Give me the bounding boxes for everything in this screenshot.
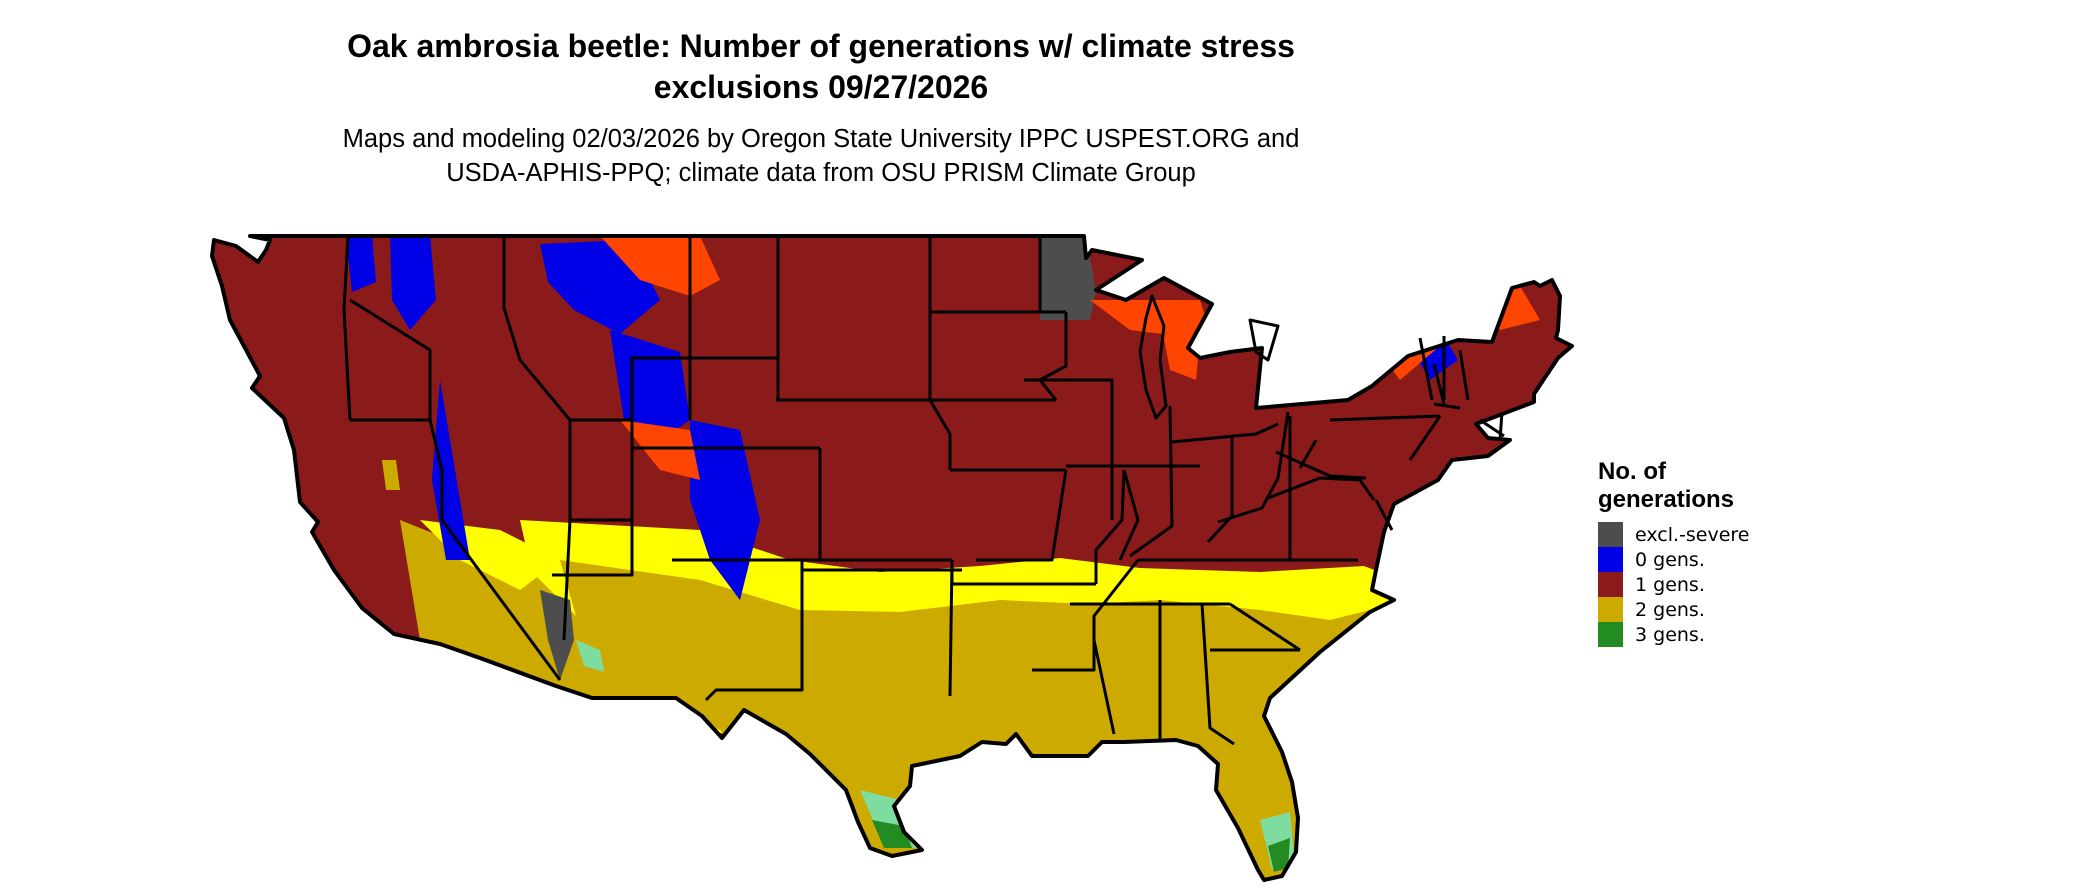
map-subtitle-line-1: Maps and modeling 02/03/2026 by Oregon S…: [342, 125, 1300, 153]
state-borders: [210, 234, 1574, 882]
three-gen-margin-zone-arizona: [576, 640, 604, 672]
map-subtitle-line-2: USDA-APHIS-PPQ; climate data from OSU PR…: [446, 159, 1196, 187]
legend-label: 1 gens.: [1635, 573, 1705, 596]
legend-item-excluded: excl.-severe: [1598, 522, 1818, 547]
legend-swatch: [1598, 572, 1623, 597]
great-lakes-outline: [1138, 294, 1280, 420]
zero-gen-zone-olympic: [346, 236, 376, 292]
legend-items: excl.-severe 0 gens. 1 gens. 2 gens. 3 g…: [1598, 522, 1818, 647]
legend-swatch: [1598, 597, 1623, 622]
two-gen-zone: [560, 560, 1380, 880]
map-legend: No. of generations excl.-severe 0 gens. …: [1598, 458, 1818, 647]
map-subtitle: Maps and modeling 02/03/2026 by Oregon S…: [0, 122, 1642, 190]
legend-swatch: [1598, 622, 1623, 647]
legend-label: 3 gens.: [1635, 623, 1705, 646]
legend-label: 2 gens.: [1635, 598, 1705, 621]
legend-swatch: [1598, 522, 1623, 547]
map-fill: [212, 236, 1572, 880]
legend-item-zero-gens: 0 gens.: [1598, 547, 1818, 572]
one-gen-margin-zone-wyoming: [620, 420, 700, 480]
legend-title: No. of generations: [1598, 458, 1735, 513]
legend-item-three-gens: 3 gens.: [1598, 622, 1818, 647]
one-gen-margin-zone-north-michigan: [1160, 318, 1200, 380]
legend-label: excl.-severe: [1635, 523, 1750, 546]
three-gen-zone-south-florida: [1268, 838, 1290, 872]
legend-swatch: [1598, 547, 1623, 572]
zero-gen-zone-colorado: [690, 420, 760, 600]
two-gen-zone-central-valley: [382, 460, 400, 490]
two-gen-zone-southwest: [400, 520, 640, 700]
legend-label: 0 gens.: [1635, 548, 1705, 571]
legend-item-two-gens: 2 gens.: [1598, 597, 1818, 622]
zero-gen-zone-cascades-north: [390, 236, 436, 330]
map-title-line-2: exclusions 09/27/2026: [653, 69, 989, 105]
excluded-zone-north-minnesota: [830, 236, 1096, 320]
map-title: Oak ambrosia beetle: Number of generatio…: [0, 26, 1642, 108]
state-lines: [342, 234, 1505, 746]
us-outline: [210, 234, 1574, 882]
legend-item-one-gen: 1 gens.: [1598, 572, 1818, 597]
map-title-line-1: Oak ambrosia beetle: Number of generatio…: [347, 28, 1295, 64]
